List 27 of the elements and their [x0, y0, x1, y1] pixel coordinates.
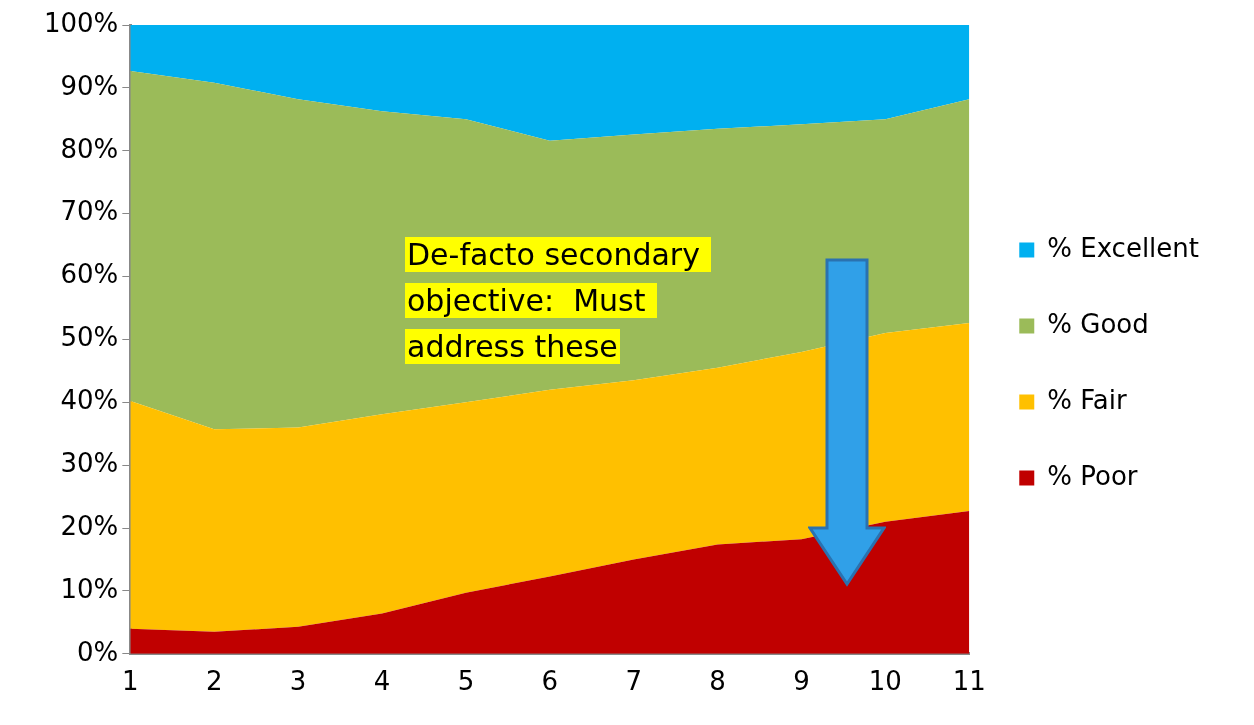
y-tick-label: 0%	[77, 636, 119, 667]
y-tick-label: 90%	[60, 70, 119, 101]
annotation: De-facto secondary objective: Must address these	[405, 237, 712, 364]
y-tick-label: 50%	[60, 322, 119, 353]
y-tick-label: 100%	[43, 7, 119, 38]
x-tick-label: 3	[289, 666, 307, 697]
x-tick-label: 2	[205, 666, 223, 697]
legend-label: % Fair	[1047, 384, 1127, 415]
x-tick-label: 9	[793, 666, 810, 697]
legend-label: % Excellent	[1047, 232, 1199, 263]
x-tick-label: 11	[952, 666, 986, 697]
y-tick-label: 30%	[60, 447, 119, 478]
y-tick-label: 10%	[60, 573, 119, 604]
legend-label: % Poor	[1047, 460, 1138, 491]
legend-label: % Good	[1047, 308, 1149, 339]
y-tick-label: 40%	[60, 385, 119, 416]
x-tick-label: 7	[625, 666, 642, 697]
y-tick-label: 60%	[60, 259, 119, 290]
x-tick-label: 6	[541, 666, 559, 697]
x-tick-label: 4	[373, 666, 391, 697]
y-tick-label: 70%	[60, 196, 119, 227]
x-tick-label: 8	[709, 666, 726, 697]
x-tick-label: 10	[868, 666, 902, 697]
x-tick-label: 5	[457, 666, 475, 697]
y-tick-label: 20%	[60, 510, 119, 541]
x-tick-label: 1	[122, 666, 139, 697]
y-tick-label: 80%	[60, 133, 119, 164]
